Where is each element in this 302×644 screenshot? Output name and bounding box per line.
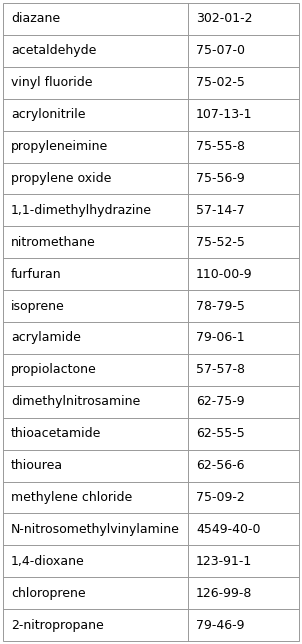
Text: 62-75-9: 62-75-9	[196, 395, 245, 408]
Text: 75-09-2: 75-09-2	[196, 491, 245, 504]
Text: diazane: diazane	[11, 12, 60, 26]
Text: dimethylnitrosamine: dimethylnitrosamine	[11, 395, 140, 408]
Text: methylene chloride: methylene chloride	[11, 491, 132, 504]
Text: chloroprene: chloroprene	[11, 587, 86, 600]
Text: 123-91-1: 123-91-1	[196, 554, 252, 568]
Text: 57-14-7: 57-14-7	[196, 204, 245, 217]
Text: 110-00-9: 110-00-9	[196, 268, 253, 281]
Text: isoprene: isoprene	[11, 299, 65, 312]
Text: 79-06-1: 79-06-1	[196, 332, 245, 345]
Text: 107-13-1: 107-13-1	[196, 108, 252, 121]
Text: 62-56-6: 62-56-6	[196, 459, 245, 472]
Text: vinyl fluoride: vinyl fluoride	[11, 76, 92, 90]
Text: propylene oxide: propylene oxide	[11, 172, 111, 185]
Text: 75-02-5: 75-02-5	[196, 76, 245, 90]
Text: furfuran: furfuran	[11, 268, 62, 281]
Text: acrylamide: acrylamide	[11, 332, 81, 345]
Text: propiolactone: propiolactone	[11, 363, 97, 376]
Text: 302-01-2: 302-01-2	[196, 12, 252, 26]
Text: 1,1-dimethylhydrazine: 1,1-dimethylhydrazine	[11, 204, 152, 217]
Text: 75-07-0: 75-07-0	[196, 44, 245, 57]
Text: thiourea: thiourea	[11, 459, 63, 472]
Text: 75-52-5: 75-52-5	[196, 236, 245, 249]
Text: 1,4-dioxane: 1,4-dioxane	[11, 554, 85, 568]
Text: 4549-40-0: 4549-40-0	[196, 523, 261, 536]
Text: nitromethane: nitromethane	[11, 236, 96, 249]
Text: acetaldehyde: acetaldehyde	[11, 44, 96, 57]
Text: thioacetamide: thioacetamide	[11, 427, 101, 440]
Text: N-nitrosomethylvinylamine: N-nitrosomethylvinylamine	[11, 523, 180, 536]
Text: 78-79-5: 78-79-5	[196, 299, 245, 312]
Text: 2-nitropropane: 2-nitropropane	[11, 618, 104, 632]
Text: 75-55-8: 75-55-8	[196, 140, 245, 153]
Text: 57-57-8: 57-57-8	[196, 363, 245, 376]
Text: 126-99-8: 126-99-8	[196, 587, 252, 600]
Text: 79-46-9: 79-46-9	[196, 618, 245, 632]
Text: 62-55-5: 62-55-5	[196, 427, 245, 440]
Text: 75-56-9: 75-56-9	[196, 172, 245, 185]
Text: propyleneimine: propyleneimine	[11, 140, 108, 153]
Text: acrylonitrile: acrylonitrile	[11, 108, 85, 121]
